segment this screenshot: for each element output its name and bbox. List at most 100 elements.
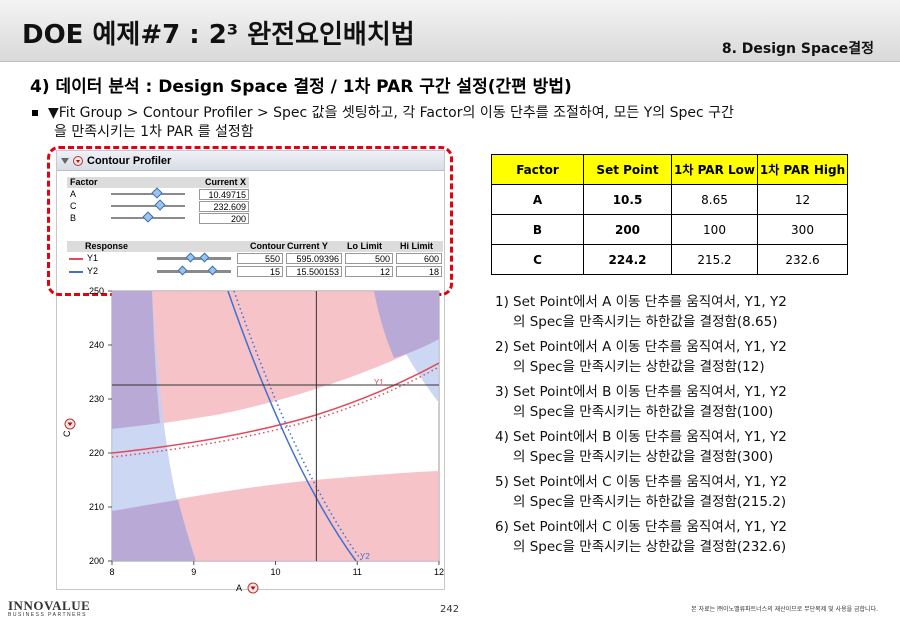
disclosure-triangle-icon[interactable] bbox=[61, 157, 69, 164]
note-item: 2) Set Point에서 A 이동 단추를 움직여서, Y1, Y2 의 Spe… bbox=[495, 337, 875, 377]
y1-contour-line bbox=[112, 362, 439, 454]
logo-text: INNOVALUE bbox=[8, 598, 91, 613]
response-slider[interactable] bbox=[157, 252, 231, 263]
lo-limit-field[interactable]: 500 bbox=[345, 253, 393, 264]
y-tick-label: 250 bbox=[89, 286, 104, 296]
note-text: Set Point에서 A 이동 단추를 움직여서, Y1, Y2 의 Spec을… bbox=[513, 337, 787, 377]
note-line-1: Set Point에서 A 이동 단추를 움직여서, Y1, Y2 bbox=[513, 294, 787, 310]
factor-value-field[interactable]: 200 bbox=[199, 212, 249, 224]
contour-value-field[interactable]: 550 bbox=[237, 253, 283, 264]
y-tick-label: 210 bbox=[89, 502, 104, 512]
response-name: Y2 bbox=[87, 266, 99, 276]
factor-name: C bbox=[70, 201, 77, 211]
y1-upper-region bbox=[112, 291, 439, 429]
note-line-1: Set Point에서 C 이동 단추를 움직여서, Y1, Y2 bbox=[513, 519, 788, 535]
factor-table: Factor Current X A 10.49715 C 232.609 B 200 bbox=[67, 177, 249, 224]
y2-curve-label: Y2 bbox=[360, 552, 370, 561]
red-triangle-menu-icon[interactable] bbox=[73, 155, 83, 166]
par-table-cell: 224.2 bbox=[583, 244, 672, 275]
note-line-2: 의 Spec을 만족시키는 하한값을 결정함(100) bbox=[513, 404, 774, 420]
x-axis-menu-arrow-icon bbox=[250, 586, 256, 590]
response-name: Y1 bbox=[87, 253, 99, 263]
bullet-line-1: ▼Fit Group > Contour Profiler > Spec 값을 … bbox=[48, 105, 734, 121]
y1-curve-label: Y1 bbox=[374, 378, 384, 387]
response-slider[interactable] bbox=[157, 265, 231, 276]
y2-contour-dots bbox=[233, 291, 363, 561]
note-line-2: 의 Spec을 만족시키는 상한값을 결정함(12) bbox=[513, 359, 765, 375]
bullet-text: ▼Fit Group > Contour Profiler > Spec 값을 … bbox=[32, 104, 872, 142]
note-number: 5) bbox=[495, 474, 509, 490]
section-subtitle: 4) 데이터 분석 : Design Space 결정 / 1차 PAR 구간 … bbox=[30, 77, 572, 97]
y-tick-label: 200 bbox=[89, 556, 104, 566]
factor-name: A bbox=[70, 189, 77, 199]
hi-limit-field[interactable]: 18 bbox=[396, 266, 442, 277]
highlight-dashed-box bbox=[47, 146, 453, 296]
par-table-header-row: Factor Set Point 1차 PAR Low 1차 PAR High bbox=[491, 154, 848, 185]
factor-table-header: Factor Current X bbox=[67, 177, 249, 188]
bullet-line-2: 을 만족시키는 1차 PAR 를 설정함 bbox=[54, 124, 254, 140]
profiler-title: Contour Profiler bbox=[87, 154, 172, 167]
y-tick-label: 230 bbox=[89, 394, 104, 404]
current-y-value: 15.500153 bbox=[286, 266, 342, 277]
x-tick-label: 11 bbox=[353, 567, 362, 577]
x-tick-label: 12 bbox=[434, 567, 444, 577]
profiler-header[interactable]: Contour Profiler bbox=[57, 151, 444, 171]
note-item: 6) Set Point에서 C 이동 단추를 움직여서, Y1, Y2 의 Spe… bbox=[495, 517, 875, 557]
response-row: Y1 550 595.09396 500 600 bbox=[67, 252, 443, 265]
par-header-low: 1차 PAR Low bbox=[671, 154, 758, 185]
note-text: Set Point에서 B 이동 단추를 움직여서, Y1, Y2 의 Spec을… bbox=[513, 382, 787, 422]
factor-slider[interactable] bbox=[111, 211, 185, 223]
contour-value-field[interactable]: 15 bbox=[237, 266, 283, 277]
note-line-1: Set Point에서 B 이동 단추를 움직여서, Y1, Y2 bbox=[513, 384, 787, 400]
par-table-cell: 200 bbox=[583, 214, 672, 245]
page-title: DOE 예제#7 : 2³ 완전요인배치법 bbox=[22, 20, 415, 50]
par-table-cell: 8.65 bbox=[671, 184, 758, 215]
response-header: Response bbox=[85, 241, 129, 251]
y1-lower-region bbox=[112, 471, 439, 561]
page-number: 242 bbox=[440, 604, 460, 615]
par-header-high: 1차 PAR High bbox=[757, 154, 848, 185]
factor-slider[interactable] bbox=[111, 187, 185, 199]
hi-limit-header: Hi Limit bbox=[400, 241, 433, 251]
y2-contour-line bbox=[227, 291, 357, 561]
overlap-left-region bbox=[112, 291, 160, 429]
note-text: Set Point에서 B 이동 단추를 움직여서, Y1, Y2 의 Spec을… bbox=[513, 427, 787, 467]
note-line-1: Set Point에서 B 이동 단추를 움직여서, Y1, Y2 bbox=[513, 429, 787, 445]
note-line-2: 의 Spec을 만족시키는 상한값을 결정함(300) bbox=[513, 449, 774, 465]
par-table-cell: A bbox=[491, 184, 584, 215]
innovalue-logo: INNOVALUE BUSINESS PARTNERS bbox=[8, 598, 90, 618]
contour-plot[interactable]: Y1 Y2 200 210 220 230 240 250 8 9 10 11 12 A C bbox=[56, 283, 445, 598]
par-table-cell: 12 bbox=[757, 184, 848, 215]
y-axis-menu-arrow-icon bbox=[67, 422, 73, 426]
par-table-row: C 224.2 215.2 232.6 bbox=[491, 244, 848, 275]
response-table-header: Response Contour Current Y Lo Limit Hi L… bbox=[67, 241, 443, 252]
response-color-swatch bbox=[69, 271, 83, 273]
x-tick-label: 10 bbox=[270, 567, 280, 577]
lo-limit-field[interactable]: 12 bbox=[345, 266, 393, 277]
par-header-factor: Factor bbox=[491, 154, 584, 185]
factor-row: B 200 bbox=[67, 211, 249, 224]
logo-subtext: BUSINESS PARTNERS bbox=[8, 612, 87, 618]
factor-row: A 10.49715 bbox=[67, 187, 249, 200]
contour-header: Contour bbox=[250, 241, 285, 251]
note-line-1: Set Point에서 C 이동 단추를 움직여서, Y1, Y2 bbox=[513, 474, 788, 490]
par-table-row: B 200 100 300 bbox=[491, 214, 848, 245]
current-x-header: Current X bbox=[204, 177, 246, 187]
note-number: 3) bbox=[495, 384, 509, 400]
factor-value-field[interactable]: 10.49715 bbox=[199, 188, 249, 200]
y-axis-label: C bbox=[62, 430, 72, 437]
chapter-label: 8. Design Space결정 bbox=[721, 41, 874, 57]
note-line-2: 의 Spec을 만족시키는 하한값을 결정함(215.2) bbox=[513, 494, 787, 510]
response-table: Response Contour Current Y Lo Limit Hi L… bbox=[67, 241, 443, 278]
x-tick-label: 8 bbox=[109, 567, 114, 577]
par-table-cell: 215.2 bbox=[671, 244, 758, 275]
par-table-cell: 300 bbox=[757, 214, 848, 245]
response-row: Y2 15 15.500153 12 18 bbox=[67, 265, 443, 278]
x-axis-label: A bbox=[236, 583, 242, 593]
hi-limit-field[interactable]: 600 bbox=[396, 253, 442, 264]
factor-row: C 232.609 bbox=[67, 199, 249, 212]
y-tick-label: 240 bbox=[89, 340, 104, 350]
factor-slider[interactable] bbox=[111, 199, 185, 211]
current-y-value: 595.09396 bbox=[286, 253, 342, 264]
factor-value-field[interactable]: 232.609 bbox=[199, 200, 249, 212]
